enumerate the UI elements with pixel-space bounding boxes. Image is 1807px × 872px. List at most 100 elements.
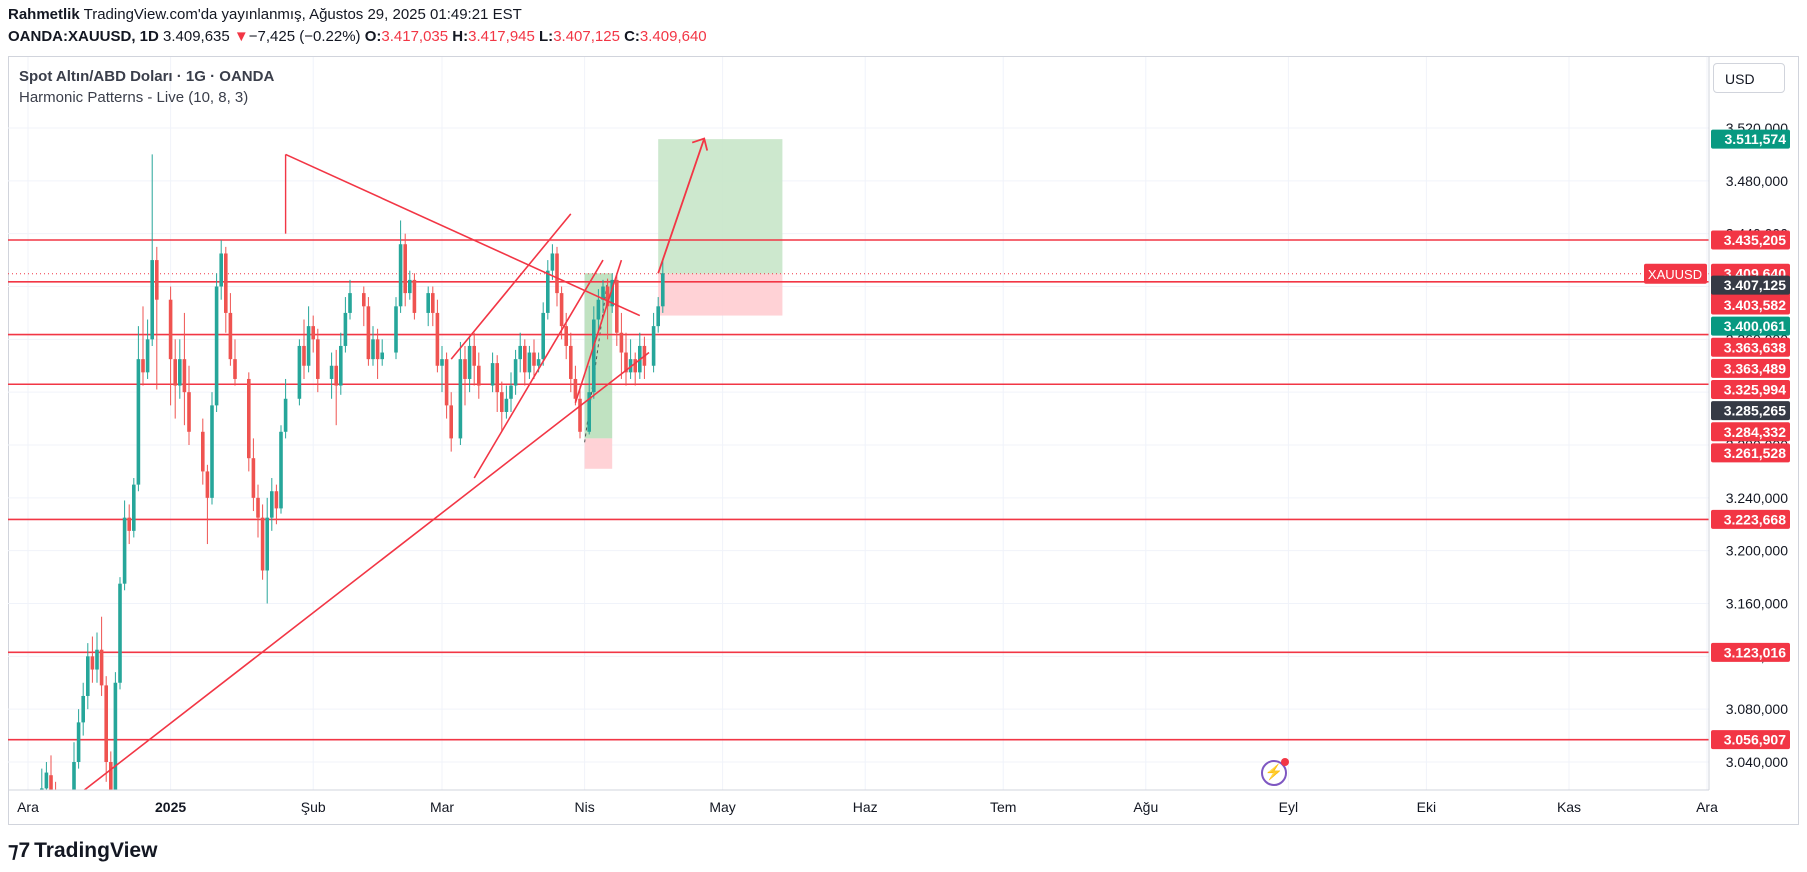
candle [408,270,412,300]
candle [398,220,403,313]
candle-body [104,685,108,762]
candle [375,328,380,379]
candle [371,326,375,366]
price-tag-label: 3.403,582 [1724,297,1786,313]
candle-body [302,345,306,366]
candle-body [339,345,343,386]
candle [150,154,154,346]
candle [477,352,481,399]
candle-body [224,253,228,313]
candle-body [472,345,476,366]
price-tag-bg [1711,422,1790,442]
price-tag-bg [1711,443,1790,463]
candle [546,260,550,320]
candle-body [527,352,532,373]
tradingview-mark-icon: ⁊7 [8,839,31,862]
price-tag-bg [1711,129,1790,149]
price-tag-label: 3.400,061 [1724,318,1786,334]
candle [334,349,338,426]
candle-body [596,299,601,320]
candle [610,273,614,313]
price-tag-label: 3.056,907 [1724,732,1786,748]
candle-body [403,244,407,294]
price-tick-label: 3.040,000 [1726,754,1788,770]
candle-body [72,762,76,790]
candle-body [564,326,568,346]
candle [228,293,233,366]
candle [624,332,628,386]
price-tag-label: 3.363,489 [1724,360,1786,376]
candle-body [587,392,591,432]
candle [311,315,315,353]
candle-body [371,339,375,360]
close-value: 3.409,640 [639,28,707,45]
candle-body [656,306,660,327]
candle [463,345,467,406]
trend-line [574,259,623,403]
symbol-tag-label: XAUUSD [1648,267,1702,282]
candle [233,339,237,386]
candle [219,240,223,300]
candle-body [477,365,481,386]
candle-body [316,339,320,379]
time-tick-label: Tem [990,799,1016,815]
candle [444,352,449,419]
candle-body [210,405,214,498]
candle [339,332,343,395]
candle-body [86,656,90,696]
price-tick-label: 3.200,000 [1726,543,1788,559]
price-tag-bg [1711,509,1790,529]
price-tag-label: 3.284,332 [1724,424,1786,440]
candle-body [270,491,274,518]
candle [435,299,440,373]
candle-body [348,293,352,313]
candle [76,709,81,769]
trend-line [83,351,650,790]
candle-body [546,270,550,313]
low-value: 3.407,125 [553,28,620,45]
candle-body [247,378,251,459]
plot-area [8,57,1709,808]
price-tag-bg [1711,295,1790,315]
candle [256,484,260,538]
candle [283,378,288,439]
candle-body [54,791,58,808]
target-zone [658,139,783,274]
candle [343,297,348,353]
close-label: C: [624,28,640,45]
candle-body [578,398,582,432]
candle [527,345,532,379]
price-tick-label: 3.160,000 [1726,596,1788,612]
candle-body [605,286,610,307]
price-tick-label: 3.480,000 [1726,173,1788,189]
candle [587,365,591,435]
indicator-legend[interactable]: Harmonic Patterns - Live (10, 8, 3) [19,89,249,106]
candle-body [398,244,403,307]
candle [362,286,366,327]
candle [81,682,85,736]
brand-name: TradingView [34,839,158,862]
candle-body [628,359,633,373]
lightning-icon[interactable]: ⚡ [1261,758,1289,786]
candle [279,425,283,514]
candle [40,768,44,790]
time-tick-label: Eki [1417,799,1436,815]
candle [412,273,417,320]
candle-body [661,273,665,307]
candle-body [412,279,417,313]
candle-body [76,722,81,762]
candle [518,332,522,373]
candle-body [283,398,288,432]
tradingview-logo[interactable]: ⁊7 TradingView [8,838,157,863]
currency-button[interactable]: USD [1713,63,1785,93]
trend-line [285,153,641,317]
candle-body [214,286,219,406]
candle-body [233,359,237,379]
candle [104,676,108,782]
candle-body [550,253,555,271]
candle [132,478,136,538]
stop-zone-small [584,438,613,469]
candle-body [619,332,624,353]
price-tag-label: 3.407,125 [1724,277,1786,293]
